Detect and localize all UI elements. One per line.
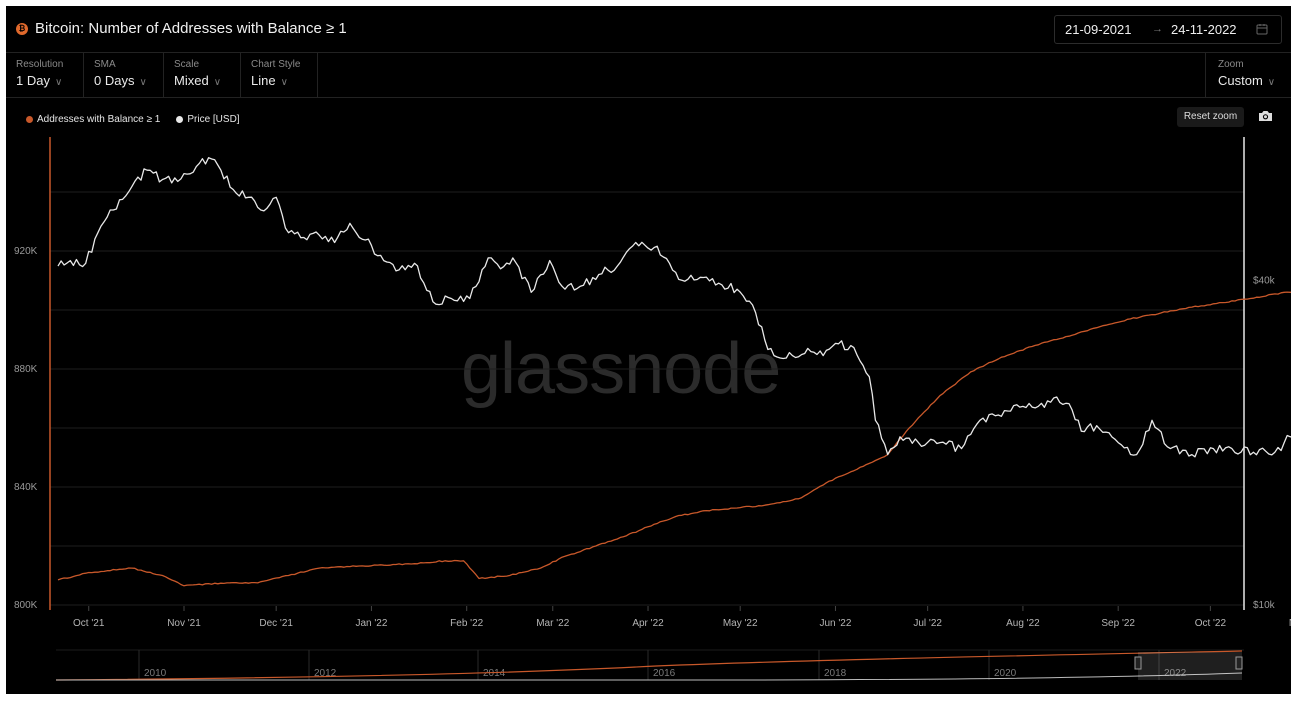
navigator-year-label: 2016 bbox=[653, 668, 676, 679]
x-tick-label: Nov '22 bbox=[1289, 618, 1291, 629]
chart-legend: Addresses with Balance ≥ 1 Price [USD] bbox=[26, 114, 240, 125]
chevron-down-icon: ∨ bbox=[139, 77, 147, 88]
navigator-year-label: 2012 bbox=[314, 668, 337, 679]
x-tick-label: Oct '21 bbox=[73, 618, 105, 629]
x-tick-label: May '22 bbox=[723, 618, 758, 629]
zoom-value: Custom bbox=[1218, 73, 1263, 88]
sma-value: 0 Days bbox=[94, 73, 135, 88]
price-series-line bbox=[57, 157, 1291, 458]
x-tick-label: Nov '21 bbox=[167, 618, 201, 629]
y-left-tick-label: 920K bbox=[14, 246, 38, 257]
legend-label: Price [USD] bbox=[187, 114, 240, 125]
x-tick-label: Feb '22 bbox=[450, 618, 483, 629]
chevron-down-icon: ∨ bbox=[54, 77, 63, 88]
x-tick-label: Dec '21 bbox=[259, 618, 293, 629]
chart-style-select[interactable]: Chart Style Line ∨ bbox=[241, 53, 318, 97]
resolution-select[interactable]: Resolution 1 Day ∨ bbox=[6, 53, 84, 97]
y-left-tick-label: 800K bbox=[14, 600, 38, 611]
x-tick-label: Apr '22 bbox=[632, 618, 664, 629]
addresses-series-line bbox=[57, 291, 1291, 587]
navigator-year-label: 2020 bbox=[994, 668, 1017, 679]
y-left-tick-label: 880K bbox=[14, 364, 38, 375]
navigator-year-label: 2010 bbox=[144, 668, 167, 679]
chart-title-text: Bitcoin: Number of Addresses with Balanc… bbox=[35, 20, 347, 37]
navigator-selection bbox=[1138, 652, 1242, 680]
legend-item-price[interactable]: Price [USD] bbox=[176, 114, 240, 125]
legend-dot bbox=[26, 115, 33, 123]
x-tick-label: Jul '22 bbox=[913, 618, 942, 629]
chart-svg[interactable]: 800K 840K 880K 920K $10k $40k Oct '21 Nov '21 De… bbox=[6, 6, 1291, 694]
bitcoin-icon: ₿ bbox=[16, 22, 28, 35]
date-to: 24-11-2022 bbox=[1171, 22, 1237, 37]
chevron-down-icon: ∨ bbox=[280, 77, 288, 88]
camera-icon[interactable] bbox=[1258, 110, 1273, 122]
chart-title: ₿ Bitcoin: Number of Addresses with Bala… bbox=[16, 20, 347, 37]
navigator-year-label: 2022 bbox=[1164, 668, 1187, 679]
navigator-handle-left[interactable] bbox=[1134, 656, 1142, 670]
navigator-price-line bbox=[56, 672, 1243, 681]
y-left-tick-label: 840K bbox=[14, 482, 38, 493]
reset-zoom-button[interactable]: Reset zoom bbox=[1177, 107, 1244, 127]
legend-item-addresses[interactable]: Addresses with Balance ≥ 1 bbox=[26, 114, 160, 125]
x-tick-label: Sep '22 bbox=[1101, 618, 1135, 629]
date-arrow: → bbox=[1152, 23, 1163, 35]
chart-style-label: Chart Style bbox=[251, 59, 301, 70]
chart-toolbar: Resolution 1 Day ∨ SMA 0 Days ∨ Scale Mixe… bbox=[6, 53, 1291, 98]
chart-style-value: Line bbox=[251, 73, 276, 88]
chart-panel: ₿ Bitcoin: Number of Addresses with Bala… bbox=[6, 6, 1291, 694]
navigator-year-label: 2014 bbox=[483, 668, 506, 679]
scale-value: Mixed bbox=[174, 73, 209, 88]
y-right-tick-label: $10k bbox=[1253, 600, 1276, 611]
calendar-icon[interactable] bbox=[1256, 23, 1268, 35]
date-from: 21-09-2021 bbox=[1065, 22, 1132, 37]
scale-label: Scale bbox=[174, 59, 200, 70]
navigator-addresses-line bbox=[55, 650, 1243, 681]
resolution-value: 1 Day bbox=[16, 73, 50, 88]
zoom-label: Zoom bbox=[1218, 59, 1244, 70]
chart-header: ₿ Bitcoin: Number of Addresses with Bala… bbox=[6, 6, 1291, 53]
x-tick-label: Jun '22 bbox=[820, 618, 852, 629]
x-tick-label: Jan '22 bbox=[355, 618, 387, 629]
sma-label: SMA bbox=[94, 59, 116, 70]
y-right-tick-label: $40k bbox=[1253, 275, 1276, 286]
legend-label: Addresses with Balance ≥ 1 bbox=[37, 114, 161, 125]
chevron-down-icon: ∨ bbox=[213, 77, 222, 88]
x-tick-label: Oct '22 bbox=[1195, 618, 1227, 629]
sma-select[interactable]: SMA 0 Days ∨ bbox=[84, 53, 164, 97]
x-tick-label: Aug '22 bbox=[1006, 618, 1040, 629]
chevron-down-icon: ∨ bbox=[1267, 77, 1276, 88]
date-range-picker[interactable]: 21-09-2021 → 24-11-2022 bbox=[1054, 15, 1282, 44]
legend-dot bbox=[176, 115, 184, 123]
scale-select[interactable]: Scale Mixed ∨ bbox=[164, 53, 241, 97]
navigator-year-label: 2018 bbox=[824, 668, 847, 679]
zoom-select[interactable]: Zoom Custom ∨ bbox=[1205, 53, 1291, 97]
x-tick-label: Mar '22 bbox=[536, 618, 569, 629]
resolution-label: Resolution bbox=[16, 59, 64, 70]
navigator-handle-right[interactable] bbox=[1235, 656, 1243, 670]
